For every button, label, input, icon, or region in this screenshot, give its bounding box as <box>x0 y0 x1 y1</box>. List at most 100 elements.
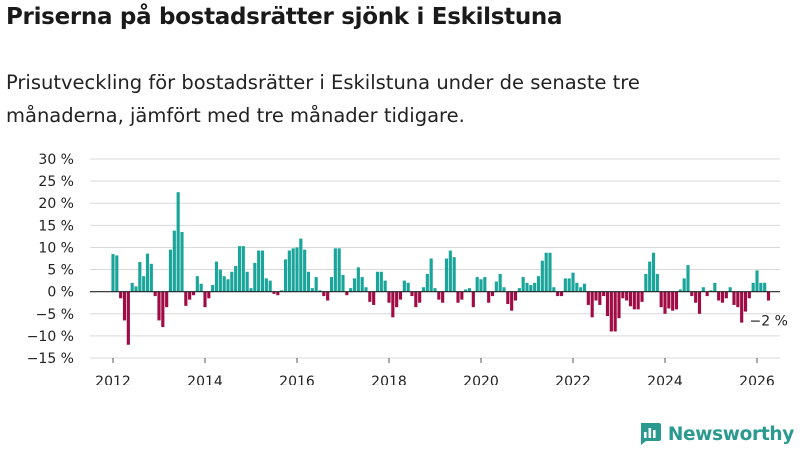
latest-value-annotation: −2 % <box>750 314 788 330</box>
bar <box>628 291 633 307</box>
bar <box>671 291 675 311</box>
y-tick-label: 20 % <box>38 196 74 212</box>
bar <box>613 291 617 332</box>
bar <box>310 288 314 292</box>
bar <box>287 250 291 292</box>
bar <box>513 291 518 301</box>
bar <box>659 291 663 308</box>
bar <box>594 291 598 301</box>
bar <box>651 252 656 292</box>
bar <box>333 248 337 292</box>
bar <box>556 291 560 297</box>
bar <box>188 291 192 300</box>
chart-subtitle: Prisutveckling för bostadsrätter i Eskil… <box>6 71 640 127</box>
bar <box>410 291 414 297</box>
bar <box>276 291 280 296</box>
bar <box>245 271 249 292</box>
bar <box>272 291 276 294</box>
bar <box>349 288 353 292</box>
bar <box>487 291 491 303</box>
bar <box>352 278 357 292</box>
bar <box>322 291 326 297</box>
bar <box>517 288 521 292</box>
bar <box>682 278 686 292</box>
x-tick-label: 2020 <box>463 374 499 385</box>
bar <box>145 253 150 292</box>
y-tick-label: 10 % <box>38 240 74 256</box>
bar <box>552 287 556 292</box>
x-tick-label: 2026 <box>739 374 775 385</box>
bar <box>437 291 441 300</box>
x-tick-label: 2016 <box>279 374 315 385</box>
bar <box>740 291 744 323</box>
bar <box>253 262 257 292</box>
bar <box>283 259 288 292</box>
bar <box>490 291 495 297</box>
bar <box>763 282 767 292</box>
bar <box>226 279 230 292</box>
x-tick-label: 2012 <box>95 374 131 385</box>
bar <box>759 282 763 292</box>
bar <box>122 291 127 321</box>
bar <box>257 250 261 292</box>
y-tick-label: 15 % <box>38 218 74 234</box>
bar <box>617 291 621 319</box>
y-tick-label: 25 % <box>38 174 74 190</box>
bar <box>345 291 349 296</box>
y-tick-label: 0 % <box>47 285 74 301</box>
newsworthy-brand-name: Newsworthy <box>667 423 794 445</box>
bar <box>295 247 299 292</box>
bar <box>395 291 399 308</box>
bar <box>536 276 541 292</box>
bar <box>674 291 679 310</box>
x-tick-label: 2018 <box>371 374 407 385</box>
bar <box>115 255 119 292</box>
bar <box>402 280 406 292</box>
bar <box>329 277 334 292</box>
bar <box>241 246 245 292</box>
bar <box>529 285 533 292</box>
bar <box>636 291 640 310</box>
bar <box>126 291 130 345</box>
bar <box>521 277 525 292</box>
bar <box>605 291 610 316</box>
bar <box>632 291 636 310</box>
bar-layer <box>111 192 771 345</box>
bar <box>207 291 211 299</box>
bar <box>260 250 265 292</box>
bar <box>203 291 207 308</box>
bar <box>326 291 330 301</box>
bar <box>598 291 602 305</box>
x-tick-label: 2024 <box>647 374 683 385</box>
bar <box>540 260 544 292</box>
y-tick-label: −10 % <box>27 329 74 345</box>
bar <box>736 291 740 308</box>
bar <box>360 277 364 292</box>
bar <box>625 291 629 301</box>
bar <box>544 252 548 292</box>
bar <box>214 261 219 292</box>
bar <box>494 281 498 292</box>
bar <box>249 288 253 292</box>
bar <box>621 291 625 299</box>
bar <box>406 282 410 292</box>
bar <box>724 291 728 299</box>
bar <box>502 287 506 292</box>
bar <box>575 282 579 292</box>
y-tick-label: −5 % <box>36 307 74 323</box>
bar <box>467 288 472 292</box>
bar <box>306 271 311 292</box>
bar <box>303 249 307 292</box>
bar <box>717 291 721 301</box>
bar <box>425 273 429 292</box>
bar <box>291 248 295 292</box>
bar <box>586 291 590 305</box>
bar <box>195 276 199 292</box>
bar <box>751 282 755 292</box>
bar <box>579 287 583 292</box>
chart-title: Priserna på bostadsrätter sjönk i Eskils… <box>6 4 563 30</box>
bar <box>755 270 759 292</box>
bar <box>191 291 196 296</box>
bar <box>230 271 234 292</box>
x-tick-label: 2014 <box>187 374 223 385</box>
